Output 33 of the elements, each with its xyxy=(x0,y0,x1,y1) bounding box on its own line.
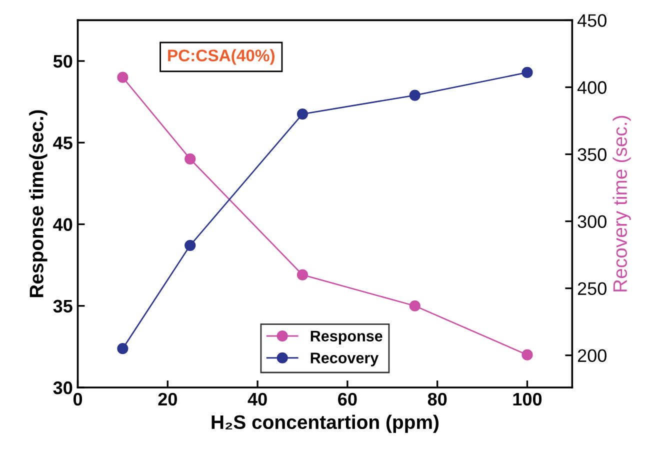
y2-axis-title: Recovery time (sec.) xyxy=(612,116,631,292)
point xyxy=(184,153,196,165)
y2-tick-label: 300 xyxy=(578,215,606,228)
y2-tick-label: 200 xyxy=(578,349,606,362)
point xyxy=(296,269,308,280)
legend-label: Response xyxy=(310,330,382,345)
y-tick-label: 35 xyxy=(53,300,72,313)
point xyxy=(117,343,128,354)
point xyxy=(117,72,128,83)
point xyxy=(184,240,196,251)
x-tick-label: 0 xyxy=(73,392,82,406)
point xyxy=(296,108,308,120)
annotation: PC:CSA(40%) xyxy=(168,49,274,65)
legend-label: Recovery xyxy=(310,352,379,366)
y-tick-label: 50 xyxy=(53,54,72,68)
y2-tick-label: 450 xyxy=(577,14,606,27)
y2-tick-label: 400 xyxy=(577,81,606,94)
x-tick-label: 100 xyxy=(513,392,542,406)
point xyxy=(522,66,533,78)
x-tick-label: 20 xyxy=(158,392,177,406)
x-tick-label: 80 xyxy=(428,392,447,406)
y2-tick-label: 250 xyxy=(578,282,606,296)
y-axis-title: Response time(sec.) xyxy=(29,110,48,298)
point xyxy=(522,349,533,360)
x-tick-label: 40 xyxy=(248,392,267,406)
x-tick-label: 60 xyxy=(338,392,357,406)
x-axis-title: H₂S concentartion (ppm) xyxy=(212,414,439,433)
y-tick-label: 45 xyxy=(53,136,72,150)
point xyxy=(409,90,420,101)
y2-tick-label: 350 xyxy=(578,148,606,161)
y-tick-label: 40 xyxy=(53,218,72,231)
point xyxy=(409,300,420,312)
y-tick-label: 30 xyxy=(53,381,72,394)
